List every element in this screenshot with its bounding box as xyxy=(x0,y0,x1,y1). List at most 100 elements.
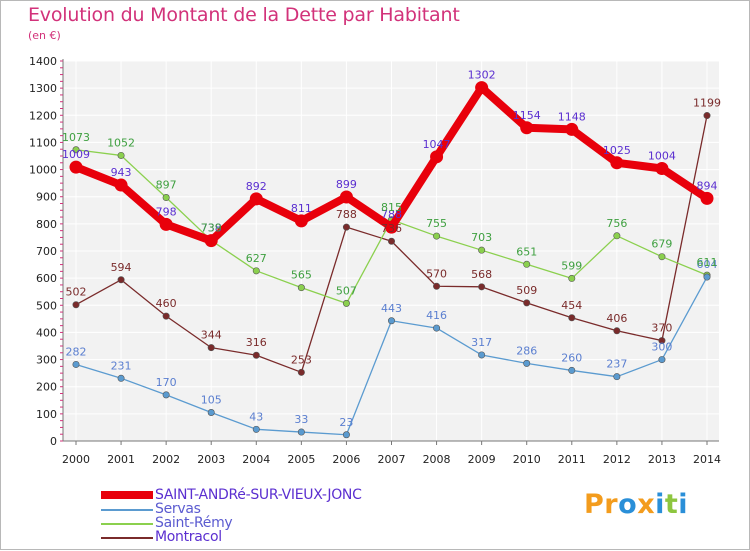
legend-label: SAINT-ANDRé-SUR-VIEUX-JONC xyxy=(155,487,362,503)
data-labels-2: 1073 1052 897 739 627 565 507 815 755 703 651 599 75… xyxy=(62,131,718,298)
data-label: 1004 xyxy=(648,149,676,162)
data-label: 344 xyxy=(201,329,222,342)
data-label: 897 xyxy=(156,179,177,192)
data-label: 231 xyxy=(111,359,132,372)
data-point xyxy=(478,351,486,359)
data-point xyxy=(568,366,576,374)
data-point xyxy=(700,191,714,205)
data-label: 568 xyxy=(471,268,492,281)
data-label: 507 xyxy=(336,284,357,297)
data-point xyxy=(249,192,263,206)
data-point xyxy=(252,425,260,433)
data-point xyxy=(69,160,83,174)
data-point xyxy=(613,373,621,381)
logo-letter: r xyxy=(604,489,619,520)
data-point xyxy=(658,356,666,364)
x-tick-label: 2007 xyxy=(378,453,406,466)
data-point xyxy=(252,267,260,275)
data-label: 756 xyxy=(606,217,627,230)
logo-letter: o xyxy=(618,489,638,520)
x-tick-label: 2003 xyxy=(197,453,225,466)
logo-letter: i xyxy=(678,489,689,520)
data-label: 1025 xyxy=(603,144,631,157)
data-label: 738 xyxy=(201,222,222,235)
data-point xyxy=(475,81,489,95)
data-point xyxy=(387,317,395,325)
y-tick-label: 200 xyxy=(36,381,57,394)
data-point xyxy=(162,391,170,399)
legend-item: Saint-Rémy xyxy=(101,515,431,532)
data-label: 565 xyxy=(291,269,312,282)
data-point xyxy=(72,146,80,154)
data-label: 454 xyxy=(561,299,582,312)
data-label: 1199 xyxy=(693,97,721,110)
logo-letter: x xyxy=(637,489,656,520)
data-label: 253 xyxy=(291,353,312,366)
data-point xyxy=(387,237,395,245)
y-tick-label: 1100 xyxy=(29,136,57,149)
data-point xyxy=(568,274,576,282)
data-label: 736 xyxy=(381,222,402,235)
x-tick-label: 2013 xyxy=(648,453,676,466)
data-point xyxy=(252,351,260,359)
data-point xyxy=(297,368,305,376)
data-point xyxy=(72,301,80,309)
data-point xyxy=(433,324,441,332)
data-label: 260 xyxy=(561,351,582,364)
x-tick-label: 2006 xyxy=(332,453,360,466)
data-point xyxy=(162,312,170,320)
legend-swatch xyxy=(101,523,153,525)
legend-label: Servas xyxy=(155,501,201,517)
data-label: 943 xyxy=(111,166,132,179)
data-label: 815 xyxy=(381,201,402,214)
x-tick-label: 2011 xyxy=(558,453,586,466)
data-label: 627 xyxy=(246,252,267,265)
data-point xyxy=(523,359,531,367)
data-label: 755 xyxy=(426,217,447,230)
data-label: 1302 xyxy=(468,69,496,82)
y-tick-label: 400 xyxy=(36,326,57,339)
data-point xyxy=(658,253,666,261)
data-label: 370 xyxy=(651,322,672,335)
y-tick-label: 800 xyxy=(36,218,57,231)
data-label: 894 xyxy=(697,179,718,192)
data-label: 282 xyxy=(66,345,87,358)
data-point xyxy=(523,260,531,268)
x-tick-label: 2001 xyxy=(107,453,135,466)
data-point xyxy=(342,223,350,231)
data-label: 739 xyxy=(201,221,222,234)
data-point xyxy=(385,220,398,234)
data-label: 170 xyxy=(156,376,177,389)
x-tick-label: 2014 xyxy=(693,453,721,466)
y-tick-label: 100 xyxy=(36,408,57,421)
data-point xyxy=(207,408,215,416)
data-point xyxy=(342,431,350,439)
data-point xyxy=(339,190,353,204)
proxiti-logo: Proxiti xyxy=(584,489,688,520)
data-point xyxy=(162,194,170,202)
data-labels-1: 282 231 170 105 43 33 23 443 416 317 286 260 237 300 6… xyxy=(66,258,718,429)
data-label: 679 xyxy=(651,238,672,251)
data-point xyxy=(655,161,669,175)
legend-label: Montracol xyxy=(155,529,222,545)
data-point xyxy=(433,282,441,290)
unit-label: (en €) xyxy=(28,29,61,42)
data-point xyxy=(159,217,173,231)
y-tick-label: 600 xyxy=(36,272,57,285)
data-point xyxy=(610,156,624,170)
y-tick-label: 500 xyxy=(36,299,57,312)
legend-label: Saint-Rémy xyxy=(155,515,233,531)
y-tick-label: 700 xyxy=(36,245,57,258)
data-label: 811 xyxy=(291,202,312,215)
data-point xyxy=(703,273,711,281)
data-label: 286 xyxy=(516,344,537,357)
data-point xyxy=(207,344,215,352)
data-point xyxy=(523,299,531,307)
data-label: 406 xyxy=(606,312,627,325)
data-point xyxy=(520,121,534,135)
x-tick-label: 2000 xyxy=(62,453,90,466)
data-point xyxy=(613,232,621,240)
